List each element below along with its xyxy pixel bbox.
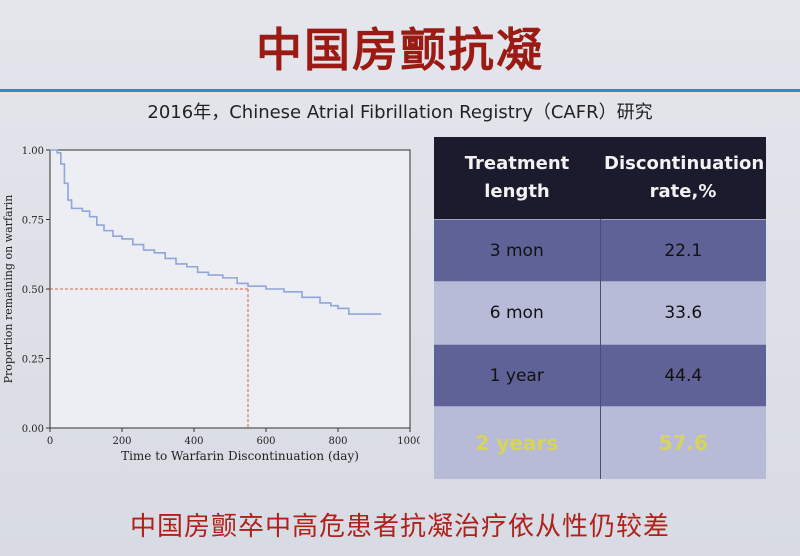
slide-footer: 中国房颤卒中高危患者抗凝治疗依从性仍较差 <box>129 512 670 542</box>
x-axis-label: Time to Warfarin Discontinuation (day) <box>121 449 359 463</box>
x-tick-label: 400 <box>184 436 203 447</box>
discontinuation-rate-cell: 44.4 <box>600 343 766 407</box>
table-row: 1 year 44.4 <box>434 343 766 407</box>
y-tick-label: 0.25 <box>22 355 44 366</box>
x-tick-label: 800 <box>328 436 347 447</box>
discontinuation-rate-cell: 33.6 <box>600 281 766 345</box>
header-discontinuation-rate: Discontinuation rate,% <box>600 137 766 220</box>
y-axis-label: Proportion remaining on warfarin <box>2 195 15 384</box>
chart-svg: 0.00 0.25 0.50 0.75 1.00 0 200 400 600 800 1000 Tim… <box>2 146 420 463</box>
y-tick-label: 0.00 <box>22 424 44 435</box>
treatment-length-cell: 3 mon <box>434 218 601 282</box>
treatment-length-cell: 6 mon <box>434 281 601 345</box>
title-divider <box>0 89 800 92</box>
x-tick-label: 0 <box>47 436 53 447</box>
data-table: Treatment length Discontinuation rate,% … <box>434 137 766 479</box>
kaplan-meier-chart: 0.00 0.25 0.50 0.75 1.00 0 200 400 600 800 1000 Tim… <box>0 140 420 470</box>
table-header-row: Treatment length Discontinuation rate,% <box>434 137 766 220</box>
table-row: 6 mon 33.6 <box>434 281 766 345</box>
y-tick-label: 0.75 <box>22 216 44 227</box>
header-treatment-length: Treatment length <box>434 137 600 220</box>
y-tick-label: 1.00 <box>22 146 44 157</box>
treatment-length-cell: 2 years <box>434 406 601 479</box>
y-tick-label: 0.50 <box>22 285 44 296</box>
slide-subtitle: 2016年，Chinese Atrial Fibrillation Regist… <box>147 102 653 123</box>
discontinuation-rate-cell: 22.1 <box>600 218 766 282</box>
treatment-length-cell: 1 year <box>434 343 601 407</box>
discontinuation-table: Treatment length Discontinuation rate,% … <box>434 137 766 479</box>
survival-curve <box>50 149 382 315</box>
x-tick-label: 1000 <box>397 436 420 447</box>
slide-title: 中国房颤抗凝 <box>256 23 544 77</box>
x-tick-label: 600 <box>256 436 275 447</box>
x-tick-label: 200 <box>112 436 131 447</box>
table-row: 2 years 57.6 <box>434 406 766 479</box>
discontinuation-rate-cell: 57.6 <box>600 406 766 479</box>
table-row: 3 mon 22.1 <box>434 218 766 282</box>
